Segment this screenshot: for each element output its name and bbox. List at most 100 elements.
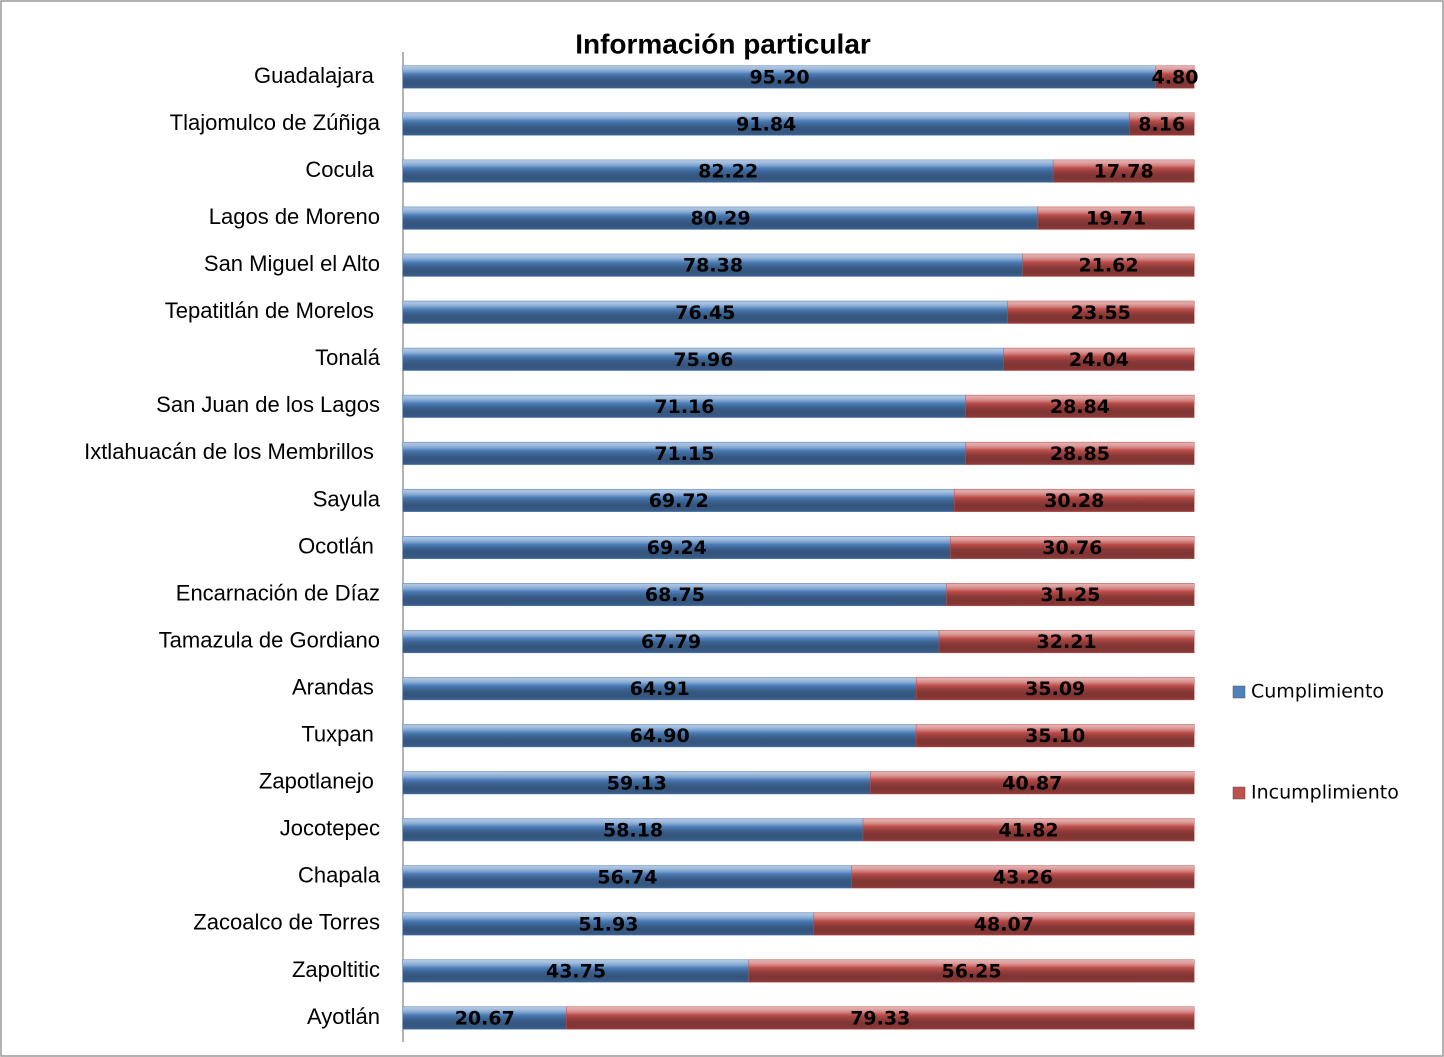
y-tick-label: Cocula bbox=[305, 157, 380, 182]
bar-shade bbox=[403, 818, 864, 841]
data-label: 23.55 bbox=[1071, 302, 1131, 324]
bar-shade bbox=[1129, 113, 1194, 136]
y-tick-label: Ixtlahuacán de los Membrillos bbox=[84, 439, 380, 464]
bar-shade bbox=[403, 630, 940, 653]
bar-segment bbox=[915, 724, 1195, 748]
bar-shade bbox=[946, 583, 1194, 606]
bar-segment bbox=[402, 65, 1157, 89]
y-tick-label: Tonalá bbox=[315, 345, 381, 370]
bar-shade bbox=[965, 442, 1194, 465]
data-label: 71.16 bbox=[654, 396, 714, 418]
bar-shade bbox=[1022, 254, 1194, 277]
data-label: 79.33 bbox=[850, 1008, 910, 1030]
bar-shade bbox=[403, 160, 1054, 183]
bar-shade bbox=[870, 771, 1194, 794]
y-tick-label: Zacoalco de Torres bbox=[193, 910, 380, 935]
bar-shade bbox=[950, 536, 1194, 559]
bar-shade bbox=[403, 395, 966, 418]
data-label: 67.79 bbox=[641, 631, 701, 653]
data-label: 78.38 bbox=[683, 255, 743, 277]
data-label: 41.82 bbox=[999, 819, 1059, 841]
bar-segment bbox=[1128, 112, 1195, 136]
bar-shade bbox=[403, 348, 1004, 371]
data-label: 43.26 bbox=[993, 866, 1053, 888]
data-label: 30.76 bbox=[1042, 537, 1102, 559]
bar-segment bbox=[938, 630, 1195, 654]
y-tick-label: Jocotepec bbox=[280, 816, 380, 841]
y-tick-label: Sayula bbox=[313, 486, 381, 511]
bar-shade bbox=[1007, 301, 1194, 324]
y-tick-label: Tepatitlán de Morelos bbox=[165, 298, 380, 323]
bar-shade bbox=[403, 771, 871, 794]
bar-shade bbox=[1038, 207, 1194, 230]
bar-segment bbox=[915, 677, 1195, 701]
bar-segment bbox=[870, 771, 1195, 795]
bar-segment bbox=[402, 300, 1009, 324]
bar-shade bbox=[939, 630, 1194, 653]
data-label: 56.74 bbox=[597, 866, 657, 888]
legend-label: Incumplimiento bbox=[1251, 782, 1399, 804]
bar-segment bbox=[965, 441, 1195, 465]
y-tick-label: Tuxpan bbox=[301, 722, 380, 747]
bar-segment bbox=[402, 677, 917, 701]
bar-segment bbox=[1052, 159, 1195, 183]
data-label: 69.72 bbox=[649, 490, 709, 512]
bar-segment bbox=[402, 818, 864, 842]
bar-shade bbox=[403, 583, 947, 606]
data-label: 58.18 bbox=[603, 819, 663, 841]
bar-segment bbox=[402, 536, 952, 559]
bar-segment bbox=[402, 865, 853, 889]
data-label: 19.71 bbox=[1086, 208, 1146, 230]
bar-segment bbox=[748, 959, 1195, 983]
y-tick-label: Ocotlán bbox=[298, 533, 380, 558]
data-label: 32.21 bbox=[1037, 631, 1097, 653]
y-tick-label: San Juan de los Lagos bbox=[156, 392, 380, 417]
bar-segment bbox=[953, 488, 1195, 512]
data-label: 64.90 bbox=[630, 725, 690, 747]
legend-label: Cumplimiento bbox=[1251, 681, 1384, 703]
data-label: 95.20 bbox=[749, 67, 809, 89]
bar-shade bbox=[1003, 348, 1194, 371]
bar-shade bbox=[403, 865, 852, 888]
bar-segment bbox=[402, 630, 940, 654]
data-label: 91.84 bbox=[736, 114, 796, 136]
bar-shade bbox=[403, 207, 1039, 230]
data-label: 28.84 bbox=[1050, 396, 1110, 418]
bar-shade bbox=[916, 677, 1194, 700]
data-label: 80.29 bbox=[690, 208, 750, 230]
y-tick-label: Lagos de Moreno bbox=[209, 204, 380, 229]
bar-shade bbox=[749, 959, 1194, 982]
data-label: 40.87 bbox=[1002, 772, 1062, 794]
bar-segment bbox=[1022, 253, 1195, 277]
data-label: 56.25 bbox=[941, 960, 1001, 982]
bar-shade bbox=[954, 489, 1194, 512]
bar-shade bbox=[403, 724, 917, 747]
data-label: 59.13 bbox=[607, 772, 667, 794]
bar-shade bbox=[851, 865, 1194, 888]
bar-shade bbox=[403, 1007, 567, 1029]
bar-shade bbox=[403, 442, 966, 465]
y-tick-label: San Miguel el Alto bbox=[204, 251, 380, 276]
data-label: 20.67 bbox=[455, 1008, 515, 1030]
bar-shade bbox=[813, 912, 1194, 935]
bar-segment bbox=[965, 394, 1195, 418]
bar-segment bbox=[565, 1006, 1195, 1030]
data-label: 35.09 bbox=[1025, 678, 1085, 700]
legend-marker bbox=[1232, 685, 1246, 699]
bar-shade bbox=[403, 677, 917, 700]
bar-shade bbox=[916, 724, 1194, 747]
bar-segment bbox=[402, 583, 948, 607]
bar-segment bbox=[402, 441, 967, 465]
legend-marker bbox=[1232, 786, 1246, 800]
data-label: 76.45 bbox=[675, 302, 735, 324]
bar-shade bbox=[403, 113, 1130, 136]
data-label: 68.75 bbox=[645, 584, 705, 606]
data-label: 71.15 bbox=[654, 443, 714, 465]
y-tick-label: Zapoltitic bbox=[292, 957, 380, 982]
y-tick-label: Zapotlanejo bbox=[259, 769, 380, 794]
y-tick-label: Tlajomulco de Zúñiga bbox=[170, 110, 381, 135]
data-label: 4.80 bbox=[1152, 67, 1199, 89]
data-label: 48.07 bbox=[974, 913, 1034, 935]
